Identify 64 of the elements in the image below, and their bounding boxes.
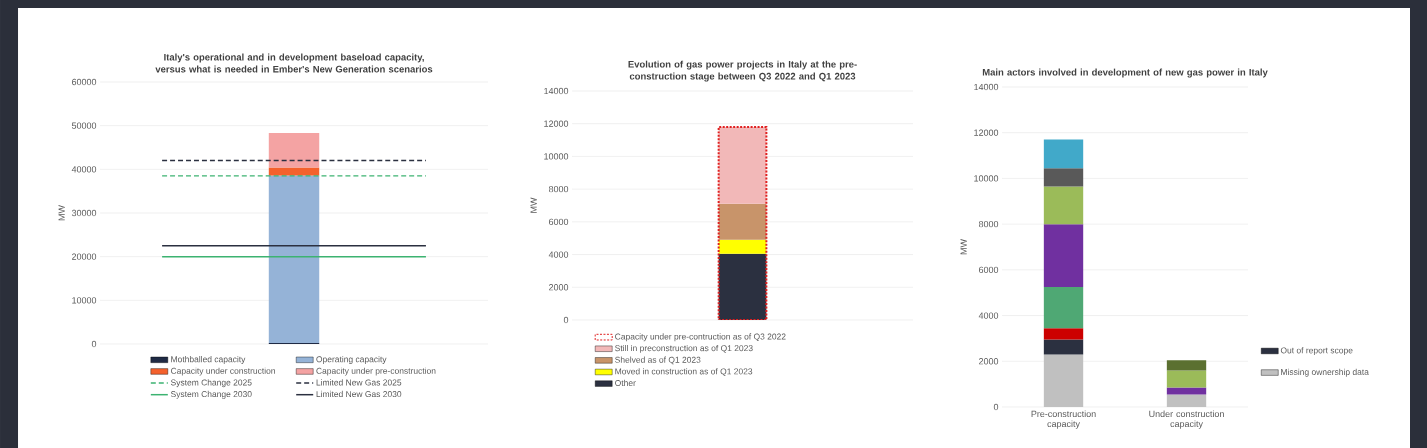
bar bbox=[718, 126, 767, 204]
y-tick-label: 14000 bbox=[544, 87, 569, 95]
y-tick-label: 12000 bbox=[974, 129, 999, 136]
legend-label: Mothballed capacity bbox=[171, 356, 246, 364]
y-tick-label: 8000 bbox=[978, 220, 999, 228]
bar bbox=[268, 175, 320, 344]
y-tick-label: 30000 bbox=[71, 209, 97, 217]
bar bbox=[1166, 360, 1207, 371]
y-tick-label: 20000 bbox=[72, 253, 97, 260]
bar bbox=[1166, 370, 1207, 388]
bar bbox=[1166, 394, 1207, 407]
bar bbox=[1043, 328, 1084, 340]
legend-label: Moved in construction as of Q1 2023 bbox=[615, 368, 753, 376]
y-tick-label: 2000 bbox=[979, 358, 999, 365]
y-tick-label: 14000 bbox=[974, 83, 999, 91]
chart-title: Italy's operational and in development baseload capacity, versus what is needed in Ember's New Generation scenarios bbox=[155, 53, 433, 73]
bar bbox=[1043, 354, 1084, 407]
y-tick-label: 50000 bbox=[71, 122, 97, 129]
bar bbox=[718, 253, 767, 320]
legend-label: Missing ownership data bbox=[1281, 368, 1369, 377]
y-tick-label: 10000 bbox=[974, 175, 999, 182]
bar bbox=[268, 133, 320, 168]
y-tick-label: 0 bbox=[563, 316, 569, 324]
y-tick-label: 4000 bbox=[548, 251, 569, 258]
bar bbox=[718, 203, 767, 240]
bar bbox=[1043, 339, 1084, 355]
chart-title: Evolution of gas power projects in Italy at the pre-construction stage between Q3 2022 and Q1 2023 bbox=[628, 60, 857, 82]
bar bbox=[1043, 139, 1084, 169]
y-tick-label: 2000 bbox=[549, 284, 569, 291]
y-axis-title: MW bbox=[58, 205, 65, 221]
bar bbox=[1043, 186, 1084, 225]
y-axis-title: MW bbox=[530, 197, 537, 213]
y-tick-label: 60000 bbox=[72, 78, 97, 86]
y-tick-label: 0 bbox=[91, 340, 97, 348]
x-tick-label: Under construction capacity bbox=[1149, 410, 1224, 429]
y-tick-label: 10000 bbox=[72, 297, 97, 304]
bar bbox=[718, 239, 767, 254]
x-tick-label: Pre-construction capacity bbox=[1031, 410, 1096, 429]
legend-label: Still in preconstruction as of Q1 2023 bbox=[615, 344, 753, 353]
chart-title: Main actors involved in development of new gas power in Italy bbox=[982, 68, 1268, 78]
legend-label: Limited New Gas 2025 bbox=[316, 379, 402, 386]
y-tick-label: 0 bbox=[993, 403, 999, 411]
y-tick-label: 10000 bbox=[544, 153, 569, 160]
legend-label: Capacity under pre-contruction as of Q3 2022 bbox=[615, 333, 786, 342]
y-tick-label: 6000 bbox=[979, 266, 999, 274]
bar bbox=[1043, 286, 1084, 329]
legend-label: System Change 2030 bbox=[170, 390, 252, 399]
y-tick-label: 8000 bbox=[548, 185, 569, 193]
bar bbox=[1043, 168, 1084, 187]
y-tick-label: 4000 bbox=[978, 312, 999, 319]
bar bbox=[717, 125, 768, 320]
y-tick-label: 6000 bbox=[549, 218, 569, 226]
y-tick-label: 40000 bbox=[71, 166, 97, 173]
legend-label: Capacity under pre-construction bbox=[316, 367, 436, 376]
legend-label: Shelved as of Q1 2023 bbox=[615, 356, 701, 365]
legend-label: Limited New Gas 2030 bbox=[316, 390, 402, 398]
y-axis-title: MW bbox=[960, 239, 967, 255]
bar bbox=[1043, 224, 1084, 287]
legend-label: Capacity under construction bbox=[171, 367, 275, 376]
legend-label: Out of report scope bbox=[1280, 347, 1353, 356]
legend-label: Operating capacity bbox=[316, 356, 387, 364]
y-tick-label: 12000 bbox=[544, 120, 569, 127]
legend-label: Other bbox=[615, 379, 636, 386]
legend-label: System Change 2025 bbox=[170, 379, 252, 388]
